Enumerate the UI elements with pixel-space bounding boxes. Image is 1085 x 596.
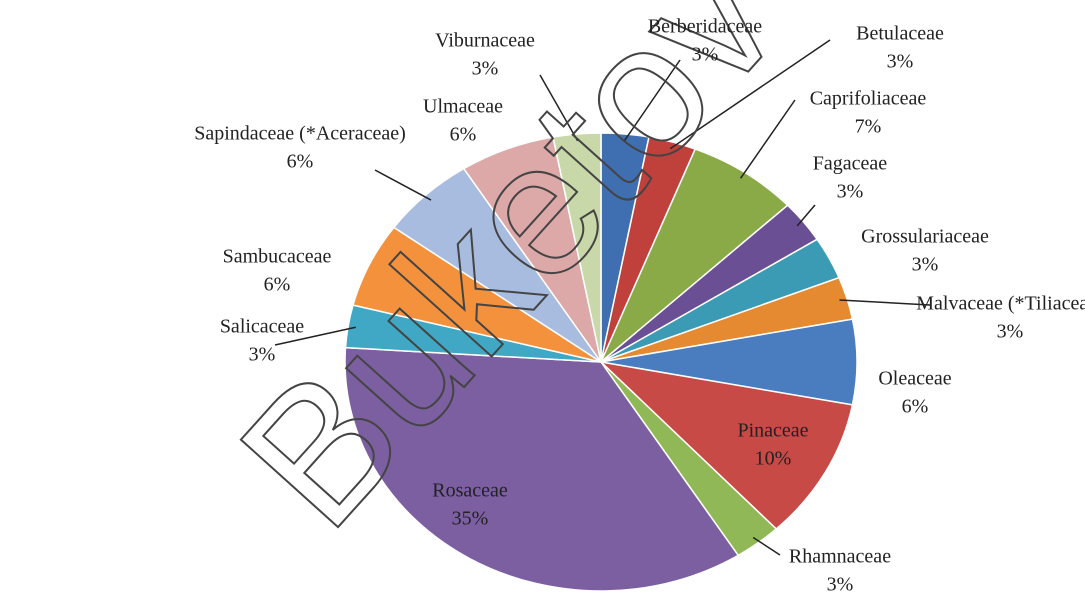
leader-line (796, 204, 816, 227)
category-label: Grossulariaceae (861, 226, 989, 248)
category-label: Viburnaceae (435, 30, 535, 52)
leader-line (752, 536, 781, 556)
category-label: Salicaceae (220, 316, 304, 338)
value-label: 10% (755, 448, 792, 470)
category-label: Berberidaceae (648, 16, 762, 38)
pie-slice (344, 346, 740, 592)
category-label: Betulaceae (856, 23, 944, 45)
value-label: 3% (692, 44, 719, 66)
category-label: Sambucaceae (223, 246, 332, 268)
category-label: Rosaceae (432, 480, 508, 502)
category-label: Ulmaceae (423, 96, 503, 118)
value-label: 35% (452, 508, 489, 530)
pie (274, 39, 931, 592)
leader-line (374, 169, 432, 201)
value-label: 6% (287, 151, 314, 173)
category-label: Caprifoliaceae (810, 88, 927, 110)
leader-line (669, 39, 831, 150)
leader-line (839, 299, 931, 306)
category-label: Sapindaceae (*Aceraceae) (194, 123, 406, 145)
value-label: 7% (855, 116, 882, 138)
value-label: 3% (887, 51, 914, 73)
value-label: 6% (264, 274, 291, 296)
leader-line (623, 59, 681, 142)
value-label: 6% (450, 124, 477, 146)
value-label: 3% (837, 181, 864, 203)
pie-slice (552, 132, 602, 363)
value-label: 3% (472, 58, 499, 80)
value-label: 3% (827, 574, 854, 596)
value-label: 3% (912, 254, 939, 276)
leader-line (274, 326, 356, 346)
leader-line (539, 74, 579, 142)
category-label: Malvaceae (*Tiliaceae) (916, 293, 1085, 315)
leader-line (739, 99, 796, 179)
category-label: Fagaceae (813, 153, 888, 175)
value-label: 3% (997, 321, 1024, 343)
value-label: 6% (902, 396, 929, 418)
category-label: Rhamnaceae (789, 546, 891, 568)
pie-slice (598, 360, 854, 530)
category-label: Pinaceae (737, 420, 808, 442)
value-label: 3% (249, 344, 276, 366)
category-label: Oleaceae (878, 368, 951, 390)
